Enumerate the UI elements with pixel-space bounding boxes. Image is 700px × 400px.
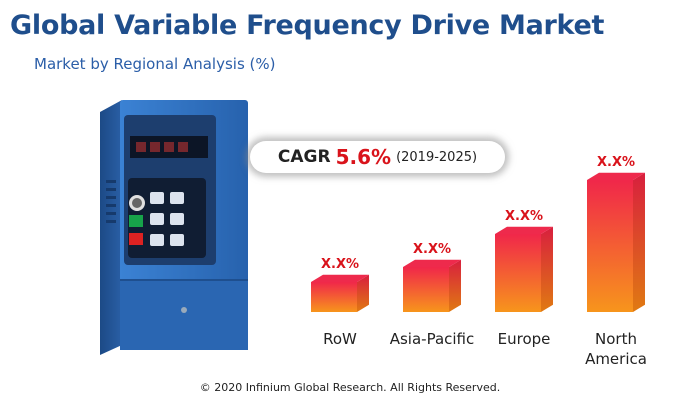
footer-copyright: © 2020 Infinium Global Research. All Rig… bbox=[199, 381, 501, 394]
cagr-value: 5.6% bbox=[335, 145, 392, 169]
cagr-period: (2019-2025) bbox=[396, 149, 478, 165]
bar-data-label: X.X% bbox=[413, 242, 451, 257]
bar-data-label: X.X% bbox=[321, 257, 359, 272]
cagr-badge: CAGR 5.6% (2019-2025) bbox=[250, 141, 505, 173]
bar-row bbox=[311, 274, 369, 312]
bar-data-label: X.X% bbox=[505, 209, 543, 224]
bar-europe bbox=[495, 226, 553, 312]
bar-data-label: X.X% bbox=[597, 155, 635, 170]
cagr-label: CAGR bbox=[277, 147, 331, 167]
x-tick-label: North bbox=[595, 330, 637, 348]
page-title: Global Variable Frequency Drive Market bbox=[10, 10, 605, 41]
x-tick-label: RoW bbox=[323, 330, 357, 348]
vfd-device-image bbox=[100, 100, 248, 355]
x-tick-label: Europe bbox=[498, 330, 551, 348]
bar-asia-pacific bbox=[403, 259, 461, 312]
x-tick-label: Asia-Pacific bbox=[390, 330, 475, 348]
bar-north-america bbox=[587, 172, 645, 312]
x-tick-label: America bbox=[585, 350, 647, 368]
page-subtitle: Market by Regional Analysis (%) bbox=[34, 55, 276, 73]
